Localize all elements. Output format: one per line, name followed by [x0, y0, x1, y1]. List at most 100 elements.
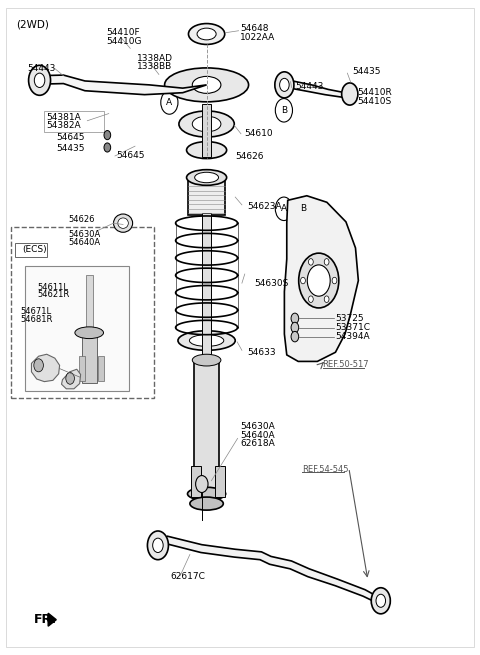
- Circle shape: [291, 322, 299, 333]
- Text: 62617C: 62617C: [171, 572, 205, 581]
- Text: 54443: 54443: [28, 64, 56, 73]
- Bar: [15, 243, 47, 257]
- Text: 1338AD: 1338AD: [137, 54, 173, 63]
- Bar: [86, 275, 93, 333]
- Text: FR.: FR.: [34, 613, 57, 626]
- Circle shape: [153, 538, 163, 553]
- Circle shape: [34, 73, 45, 88]
- Circle shape: [307, 265, 330, 296]
- Circle shape: [280, 79, 289, 92]
- Bar: [189, 181, 225, 215]
- Polygon shape: [283, 81, 352, 97]
- Text: 54410S: 54410S: [357, 97, 391, 105]
- Bar: [25, 266, 129, 392]
- Ellipse shape: [104, 130, 111, 140]
- Circle shape: [299, 253, 339, 308]
- Ellipse shape: [114, 214, 132, 233]
- Circle shape: [291, 331, 299, 342]
- Ellipse shape: [118, 218, 128, 229]
- Ellipse shape: [178, 331, 235, 350]
- Text: (ECS): (ECS): [23, 246, 47, 254]
- Text: (2WD): (2WD): [16, 19, 48, 29]
- Circle shape: [294, 197, 312, 221]
- Bar: [11, 227, 154, 398]
- Circle shape: [309, 296, 313, 303]
- Circle shape: [376, 594, 385, 607]
- Bar: [215, 466, 225, 497]
- Ellipse shape: [190, 497, 223, 510]
- Text: 54610: 54610: [245, 129, 274, 138]
- Text: 54630A: 54630A: [240, 422, 275, 431]
- Text: 54611L: 54611L: [37, 282, 68, 291]
- Circle shape: [196, 476, 208, 493]
- Circle shape: [276, 197, 292, 221]
- Ellipse shape: [165, 68, 249, 102]
- Text: A: A: [281, 204, 287, 214]
- Text: 54435: 54435: [352, 67, 381, 77]
- Text: 54410R: 54410R: [357, 88, 392, 97]
- Bar: [202, 104, 211, 157]
- Text: A: A: [166, 98, 172, 107]
- Text: 54671L: 54671L: [21, 307, 52, 316]
- Text: 54648: 54648: [240, 24, 268, 33]
- Ellipse shape: [75, 327, 104, 339]
- Text: 54633: 54633: [247, 348, 276, 357]
- Ellipse shape: [190, 335, 224, 346]
- Text: 54394A: 54394A: [336, 332, 370, 341]
- Text: 53725: 53725: [336, 314, 364, 323]
- Text: REF.50-517: REF.50-517: [323, 360, 369, 369]
- Text: 54435: 54435: [56, 144, 85, 153]
- Circle shape: [161, 91, 178, 114]
- Text: 54645: 54645: [116, 151, 144, 160]
- Bar: [192, 466, 201, 497]
- Circle shape: [300, 277, 305, 284]
- Polygon shape: [158, 536, 379, 604]
- Text: 54630S: 54630S: [254, 278, 288, 288]
- Text: 54410G: 54410G: [107, 37, 142, 46]
- Text: 54630A: 54630A: [68, 231, 100, 239]
- Text: 54382A: 54382A: [47, 121, 81, 130]
- Circle shape: [147, 531, 168, 559]
- Ellipse shape: [187, 141, 227, 159]
- Ellipse shape: [192, 77, 221, 94]
- Text: 54621R: 54621R: [37, 290, 70, 299]
- Ellipse shape: [104, 143, 111, 152]
- Text: 54645: 54645: [56, 132, 85, 141]
- Text: 54626: 54626: [235, 152, 264, 161]
- Circle shape: [276, 98, 292, 122]
- Polygon shape: [37, 75, 206, 95]
- Ellipse shape: [192, 116, 221, 132]
- Circle shape: [309, 259, 313, 265]
- Text: 54410F: 54410F: [107, 28, 140, 37]
- Polygon shape: [32, 354, 60, 382]
- Circle shape: [324, 259, 329, 265]
- Circle shape: [332, 277, 337, 284]
- Circle shape: [29, 66, 50, 96]
- Text: 54381A: 54381A: [47, 113, 82, 122]
- Ellipse shape: [187, 170, 227, 185]
- Circle shape: [291, 313, 299, 324]
- Text: B: B: [281, 106, 287, 115]
- Bar: [44, 111, 104, 132]
- Ellipse shape: [195, 172, 218, 183]
- Bar: [79, 356, 85, 381]
- Text: 62618A: 62618A: [240, 439, 275, 448]
- Text: 54623A: 54623A: [247, 202, 282, 212]
- Polygon shape: [284, 196, 359, 362]
- Ellipse shape: [179, 111, 234, 137]
- Text: 54681R: 54681R: [21, 314, 53, 324]
- Text: 1338BB: 1338BB: [137, 62, 173, 71]
- Circle shape: [324, 296, 329, 303]
- Ellipse shape: [189, 24, 225, 45]
- Circle shape: [66, 373, 74, 384]
- Text: 54640A: 54640A: [68, 238, 100, 247]
- Circle shape: [371, 588, 390, 614]
- Bar: [202, 214, 211, 357]
- Text: 54640A: 54640A: [240, 430, 275, 440]
- Ellipse shape: [188, 487, 226, 500]
- Bar: [98, 356, 105, 381]
- Text: 54626: 54626: [68, 215, 95, 225]
- Text: 54443: 54443: [295, 82, 323, 90]
- Text: 1022AA: 1022AA: [240, 33, 275, 43]
- Ellipse shape: [197, 28, 216, 40]
